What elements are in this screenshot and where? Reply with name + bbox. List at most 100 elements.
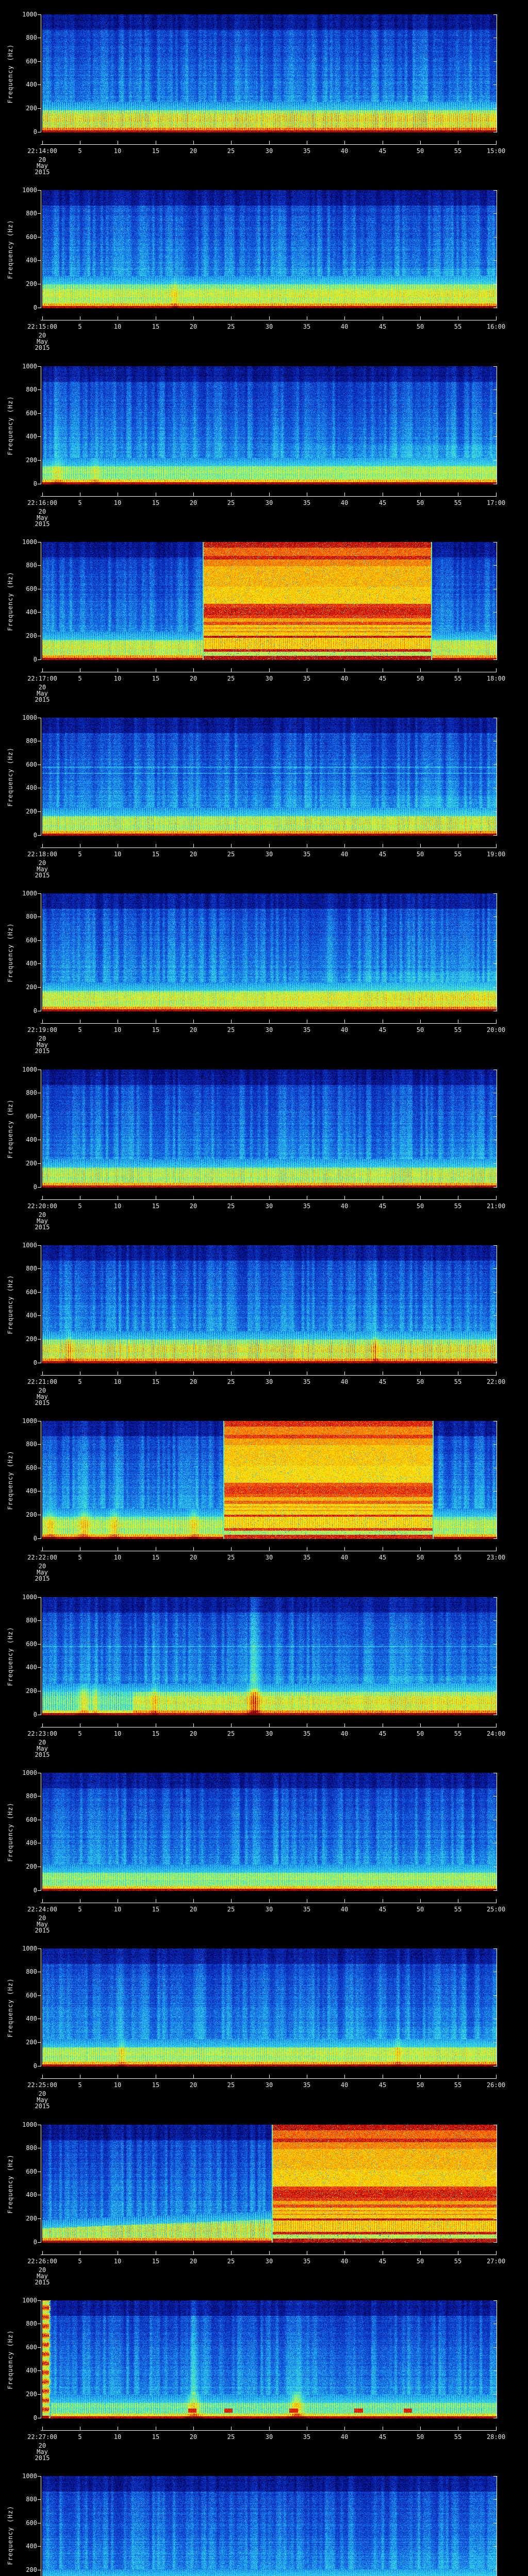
x-axis-tick (231, 844, 232, 848)
x-tick-label: 55 (454, 323, 462, 330)
x-axis-tick (42, 1899, 43, 1903)
x-tick-label: 15 (152, 499, 160, 506)
date-label-month: May (37, 162, 48, 170)
x-tick-label: 50 (416, 1554, 424, 1561)
spectrogram-canvas (42, 893, 497, 1011)
x-tick-label: 30 (265, 1202, 273, 1210)
y-axis-tick (493, 2242, 497, 2243)
x-tick-label: 30 (265, 147, 273, 155)
x-tick-label: 30 (265, 499, 273, 506)
y-tick-label: 0 (33, 656, 37, 663)
x-axis-tick (496, 1196, 497, 1199)
x-axis-tick (42, 1196, 43, 1199)
spectrogram-panel: Frequency (Hz) 0 200 400 600 800 1000 5 10 15 20 25… (0, 1231, 528, 1407)
x-axis-line (41, 1023, 497, 1024)
x-tick-label: 45 (378, 1026, 387, 1033)
y-axis-title: Frequency (Hz) (7, 219, 14, 279)
x-tick-label: 55 (454, 2258, 462, 2265)
y-tick-label: 0 (33, 832, 37, 839)
x-tick-label: 45 (378, 2433, 387, 2441)
x-tick-label: 25 (227, 1730, 235, 1737)
x-tick-label: 30 (265, 1906, 273, 1913)
x-axis-tick (420, 844, 421, 848)
spectrogram-panel: Frequency (Hz) 0 200 400 600 800 1000 5 10 15 20 25… (0, 176, 528, 352)
y-tick-label: 600 (26, 585, 37, 592)
x-axis-tick (344, 1371, 345, 1375)
y-axis-title: Frequency (Hz) (7, 747, 14, 807)
x-axis-tick (231, 1020, 232, 1023)
x-tick-label: 50 (416, 1202, 424, 1210)
x-tick-label: 15 (152, 1378, 160, 1385)
x-tick-label: 50 (416, 2433, 424, 2441)
y-tick-label: 200 (26, 2215, 37, 2222)
x-axis-tick (42, 1020, 43, 1023)
y-axis-tick (493, 2300, 497, 2301)
spectrogram-canvas (42, 542, 497, 660)
x-axis-tick (420, 1899, 421, 1903)
y-tick-label: 800 (26, 913, 37, 920)
x-tick-label: 45 (378, 2258, 387, 2265)
y-axis-title: Frequency (Hz) (7, 2329, 14, 2389)
y-axis-tick (38, 2042, 41, 2043)
y-tick-label: 1000 (22, 11, 37, 18)
y-tick-label: 400 (26, 2367, 37, 2374)
x-tick-label: 40 (340, 2081, 349, 2089)
x-tick-label: 5 (78, 323, 82, 330)
spectrogram-panel: Frequency (Hz) 0 200 400 600 800 1000 5 10 15 20 25… (0, 1055, 528, 1231)
date-label-day: 20 (38, 156, 46, 163)
date-label-month: May (37, 2448, 48, 2455)
y-tick-label: 1000 (22, 2121, 37, 2128)
y-axis-tick (493, 1339, 497, 1340)
x-tick-label: 10 (113, 675, 122, 682)
y-axis-tick (38, 1268, 41, 1269)
y-tick-label: 200 (26, 1687, 37, 1694)
y-axis-title: Frequency (Hz) (7, 1274, 14, 1334)
spectrogram-panel: Frequency (Hz) 0 200 400 600 800 1000 5 10 15 20 25… (0, 1934, 528, 2110)
x-tick-label: 30 (265, 1554, 273, 1561)
x-axis-tick (344, 1196, 345, 1199)
y-axis-tick (493, 190, 497, 191)
y-tick-label: 800 (26, 2144, 37, 2151)
y-axis-tick (493, 1620, 497, 1621)
x-tick-label: 15 (152, 2258, 160, 2265)
x-axis-tick (193, 1020, 194, 1023)
x-axis-line (41, 2078, 497, 2079)
y-axis-tick (38, 1620, 41, 1621)
spectrogram-panel: Frequency (Hz) 0 200 400 600 800 1000 5 10 15 20 25… (0, 2286, 528, 2462)
y-tick-label: 200 (26, 632, 37, 639)
x-axis-tick (193, 1899, 194, 1903)
y-axis-tick (38, 389, 41, 390)
x-tick-label: 5 (78, 1730, 82, 1737)
y-axis-tick (38, 213, 41, 214)
y-axis-tick (493, 61, 497, 62)
y-axis-tick (38, 811, 41, 812)
x-tick-label: 25 (227, 1906, 235, 1913)
y-axis-tick (38, 612, 41, 613)
x-tick-label: 35 (303, 2433, 311, 2441)
y-tick-label: 400 (26, 2015, 37, 2022)
x-tick-label: 55 (454, 1730, 462, 1737)
x-tick-label: 55 (454, 1906, 462, 1913)
y-tick-label: 200 (26, 808, 37, 815)
y-tick-label: 1000 (22, 890, 37, 897)
x-axis-tick (269, 1723, 270, 1727)
x-axis-tick (193, 2075, 194, 2078)
x-axis-tick (496, 316, 497, 320)
y-tick-label: 800 (26, 1792, 37, 1800)
x-tick-label: 30 (265, 2433, 273, 2441)
x-axis-tick (420, 141, 421, 144)
y-tick-label: 600 (26, 2344, 37, 2351)
y-tick-label: 0 (33, 2414, 37, 2421)
y-tick-label: 0 (33, 1535, 37, 1542)
spectrogram-canvas (42, 366, 497, 484)
x-tick-label: 15 (152, 1026, 160, 1033)
end-time-label: 19:00 (486, 851, 506, 858)
y-axis-tick (38, 565, 41, 566)
y-tick-label: 800 (26, 34, 37, 41)
x-axis-tick (42, 2427, 43, 2430)
date-label-day: 20 (38, 684, 46, 691)
spectrogram-panel: Frequency (Hz) 0 200 400 600 800 1000 5 10 15 20 25… (0, 352, 528, 528)
date-label-day: 20 (38, 2090, 46, 2097)
x-tick-label: 5 (78, 2433, 82, 2441)
